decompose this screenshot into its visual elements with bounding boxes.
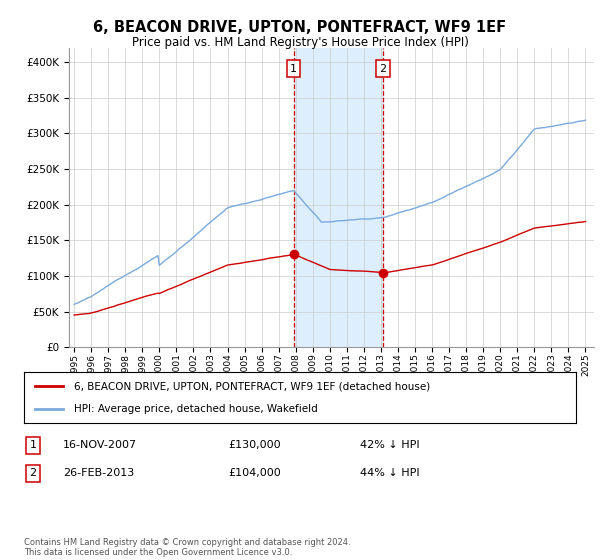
Text: 6, BEACON DRIVE, UPTON, PONTEFRACT, WF9 1EF (detached house): 6, BEACON DRIVE, UPTON, PONTEFRACT, WF9 … (74, 381, 430, 391)
Text: HPI: Average price, detached house, Wakefield: HPI: Average price, detached house, Wake… (74, 404, 317, 414)
Text: 26-FEB-2013: 26-FEB-2013 (63, 468, 134, 478)
Text: 1: 1 (290, 64, 297, 73)
Text: £104,000: £104,000 (228, 468, 281, 478)
Text: 16-NOV-2007: 16-NOV-2007 (63, 440, 137, 450)
Text: 1: 1 (29, 440, 37, 450)
Text: 44% ↓ HPI: 44% ↓ HPI (360, 468, 419, 478)
Text: £130,000: £130,000 (228, 440, 281, 450)
Text: 2: 2 (29, 468, 37, 478)
Bar (293, 48, 383, 347)
Text: Price paid vs. HM Land Registry's House Price Index (HPI): Price paid vs. HM Land Registry's House … (131, 36, 469, 49)
Text: Contains HM Land Registry data © Crown copyright and database right 2024.
This d: Contains HM Land Registry data © Crown c… (24, 538, 350, 557)
Text: 42% ↓ HPI: 42% ↓ HPI (360, 440, 419, 450)
Text: 6, BEACON DRIVE, UPTON, PONTEFRACT, WF9 1EF: 6, BEACON DRIVE, UPTON, PONTEFRACT, WF9 … (94, 20, 506, 35)
Text: 2: 2 (379, 64, 386, 73)
